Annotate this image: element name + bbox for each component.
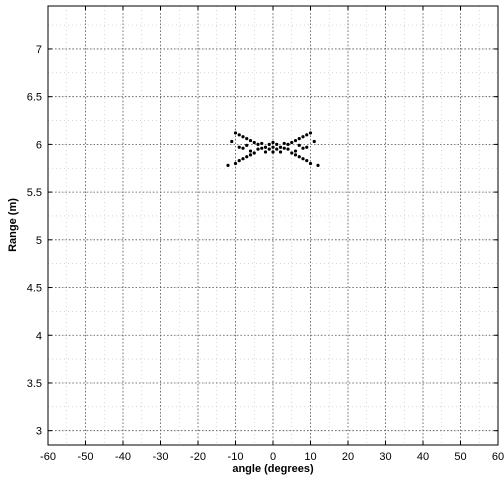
data-point	[278, 150, 283, 154]
data-point	[301, 146, 305, 150]
data-point	[241, 135, 245, 139]
y-axis-label: Range (m)	[7, 198, 19, 252]
data-point	[293, 153, 298, 157]
data-point	[316, 163, 320, 167]
major-grid	[47, 6, 499, 445]
data-point	[301, 135, 305, 139]
y-tick-label: 4	[36, 330, 42, 342]
data-point	[245, 155, 249, 159]
data-point	[267, 142, 271, 146]
data-point	[252, 151, 256, 155]
data-point	[260, 141, 264, 146]
data-point	[233, 131, 238, 135]
plot-area	[48, 6, 498, 445]
data-point	[256, 147, 260, 151]
y-tick-label: 5	[36, 235, 42, 247]
data-point	[263, 145, 268, 149]
data-point	[286, 147, 290, 151]
x-tick-label: -10	[228, 451, 244, 463]
data-point	[245, 137, 249, 141]
data-point	[308, 161, 313, 166]
data-point	[267, 147, 271, 151]
data-point	[230, 139, 234, 144]
data-point	[275, 147, 279, 151]
data-point	[252, 140, 256, 145]
data-point	[271, 145, 275, 149]
data-point	[312, 139, 316, 144]
x-tick-label: 20	[342, 451, 354, 463]
data-point	[290, 151, 294, 155]
data-point	[286, 142, 290, 146]
data-point	[305, 159, 309, 163]
data-point	[282, 141, 286, 146]
data-points	[226, 131, 320, 167]
y-tick-label: 3	[36, 426, 42, 438]
x-tick-label: 0	[270, 451, 276, 463]
data-point	[278, 145, 283, 149]
y-tick-label: 6.5	[27, 92, 42, 104]
y-tick-label: 5.5	[27, 187, 42, 199]
data-point	[248, 153, 253, 157]
data-point	[305, 133, 309, 137]
x-tick-label: 60	[492, 451, 504, 463]
data-point	[241, 157, 245, 161]
data-point	[290, 140, 294, 145]
data-point	[245, 143, 249, 147]
data-point	[293, 149, 298, 153]
data-point	[271, 140, 275, 145]
x-tick-label: -50	[78, 451, 94, 463]
y-tick-label: 7	[36, 44, 42, 56]
data-point	[297, 155, 301, 159]
data-point	[237, 133, 241, 137]
data-point	[308, 131, 313, 135]
y-tick-label: 4.5	[27, 283, 42, 295]
x-tick-label: 30	[379, 451, 391, 463]
data-point	[275, 142, 279, 146]
data-point	[297, 143, 301, 147]
data-point	[241, 146, 245, 150]
data-point	[233, 161, 238, 166]
x-tick-label: 10	[304, 451, 316, 463]
data-point	[248, 138, 253, 143]
data-point	[260, 146, 264, 150]
data-point	[305, 145, 309, 149]
data-point	[282, 146, 286, 150]
data-point	[237, 159, 241, 163]
data-point	[263, 150, 268, 154]
data-point	[256, 142, 260, 146]
y-tick-label: 6	[36, 139, 42, 151]
data-point	[297, 137, 301, 141]
x-tick-label: 50	[454, 451, 466, 463]
data-point	[226, 163, 230, 167]
y-tick-label: 3.5	[27, 378, 42, 390]
y-ticks: 3 3.5 4 4.5 5 5.5 6 6.5 7	[27, 44, 498, 438]
x-axis-label: angle (degrees)	[232, 463, 314, 475]
data-point	[248, 149, 253, 153]
data-point	[237, 145, 241, 149]
x-tick-label: -30	[153, 451, 169, 463]
x-ticks: -60 -50 -40 -30 -20 -10 0 10 20 30 40 50 60	[40, 6, 504, 463]
x-tick-label: -20	[190, 451, 206, 463]
data-point	[271, 150, 275, 154]
data-point	[301, 157, 305, 161]
x-tick-label: 40	[417, 451, 429, 463]
data-point	[293, 138, 298, 143]
x-tick-label: -40	[115, 451, 131, 463]
x-tick-label: -60	[40, 451, 56, 463]
